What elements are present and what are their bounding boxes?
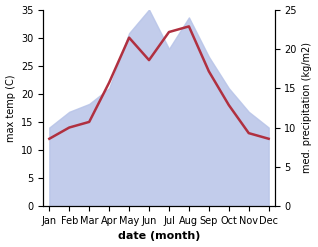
X-axis label: date (month): date (month) — [118, 231, 200, 242]
Y-axis label: med. precipitation (kg/m2): med. precipitation (kg/m2) — [302, 42, 313, 173]
Y-axis label: max temp (C): max temp (C) — [5, 74, 16, 142]
